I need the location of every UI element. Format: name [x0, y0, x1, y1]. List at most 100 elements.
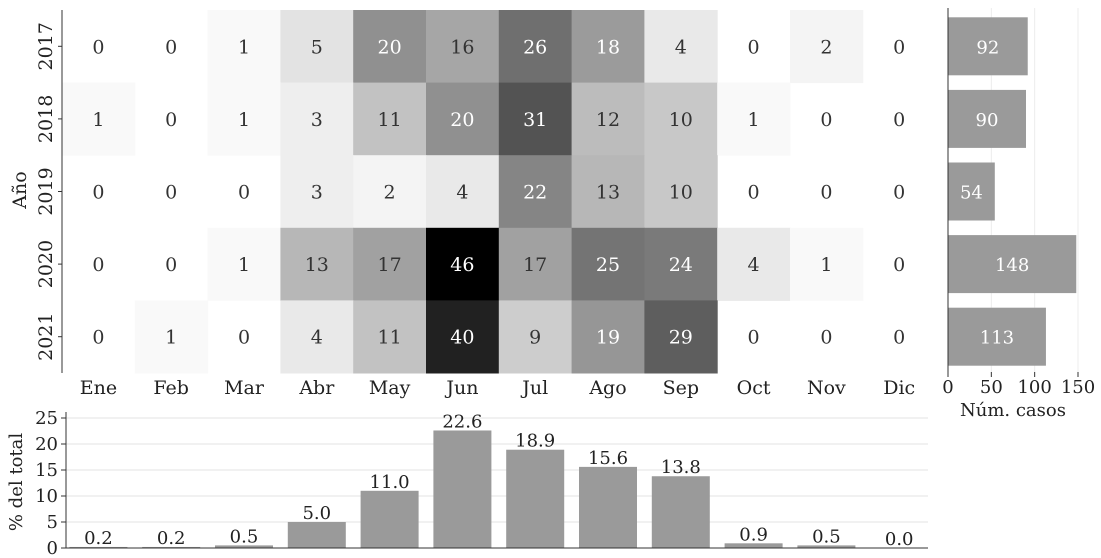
monthly-share-bar [433, 430, 492, 548]
heatmap-cell-label: 3 [311, 182, 323, 204]
heatmap-x-tick-label: Ene [80, 377, 117, 399]
monthly-share-bar-label: 0.2 [84, 528, 113, 549]
heatmap-cell-label: 0 [165, 109, 177, 131]
heatmap-cell-label: 11 [378, 109, 402, 131]
heatmap-cell-label: 3 [311, 109, 323, 131]
heatmap-x-tick-label: Feb [153, 377, 189, 399]
heatmap-cell [717, 227, 791, 301]
heatmap-y-tick-label: 2018 [35, 95, 57, 143]
heatmap-cell-label: 17 [523, 254, 547, 276]
heatmap-cell [571, 300, 645, 374]
heatmap-cell-label: 0 [165, 36, 177, 58]
heatmap-cell [353, 82, 427, 156]
heatmap-cell-label: 10 [669, 182, 693, 204]
monthly-share-bar [797, 545, 856, 548]
bottom-y-tick-label: 5 [47, 512, 58, 533]
heatmap-cell-label: 19 [596, 327, 620, 349]
heatmap-cell [353, 300, 427, 374]
right-x-tick-label: 100 [1017, 377, 1051, 398]
heatmap-x-tick-label: Oct [737, 377, 771, 399]
heatmap-cell-label: 20 [378, 36, 402, 58]
heatmap-cell [498, 227, 573, 301]
bottom-y-tick-label: 15 [35, 460, 58, 481]
heatmap-y-tick-label: 2019 [35, 167, 57, 215]
heatmap-cell [644, 300, 718, 374]
heatmap-cell-label: 5 [311, 36, 323, 58]
heatmap-cell-label: 0 [748, 327, 760, 349]
bottom-y-tick-label: 0 [47, 538, 58, 558]
right-x-tick-label: 0 [942, 377, 953, 398]
heatmap-cell-label: 0 [893, 36, 905, 58]
heatmap-cell-label: 18 [596, 36, 620, 58]
yearly-total-bar [948, 89, 1026, 148]
heatmap-x-tick-label: Jul [520, 377, 548, 399]
heatmap-cell [280, 82, 354, 156]
monthly-share-bar-label: 0.2 [157, 528, 186, 549]
heatmap-cell [426, 10, 500, 84]
heatmap-cell-label: 0 [238, 327, 250, 349]
yearly-total-bar-label: 92 [976, 37, 999, 58]
heatmap-cell [790, 10, 864, 84]
yearly-total-bar-label: 54 [960, 183, 983, 204]
monthly-share-panel: 0 5 10 15 20 25 0.2 0.2 0.5 5.0 11.0 22.6 18.9 15.6 13… [6, 408, 928, 558]
heatmap-cell [353, 155, 427, 229]
heatmap-cell [353, 227, 427, 301]
heatmap-cell [207, 227, 281, 301]
heatmap-cell [790, 227, 864, 301]
heatmap-cell [280, 300, 354, 374]
heatmap-cell [571, 227, 645, 301]
heatmap-cell-label: 25 [596, 254, 620, 276]
yearly-total-bar-label: 90 [976, 110, 999, 131]
bottom-y-tick-label: 10 [35, 486, 58, 507]
monthly-share-bar [215, 545, 273, 548]
heatmap-y-tick-label: 2021 [35, 313, 57, 361]
heatmap-cell [644, 155, 718, 229]
bottom-y-tick-label: 25 [35, 408, 58, 429]
heatmap-cell [280, 10, 354, 84]
heatmap-cell [717, 82, 791, 156]
yearly-total-bar [948, 307, 1046, 366]
heatmap-cell [62, 82, 136, 156]
monthly-share-bar-label: 11.0 [370, 472, 410, 493]
heatmap-cell-label: 0 [92, 327, 104, 349]
heatmap-x-tick-label: Dic [883, 377, 915, 399]
heatmap-cell [426, 155, 500, 229]
monthly-share-bar [651, 476, 710, 548]
heatmap-cell-label: 11 [378, 327, 402, 349]
monthly-share-bar-label: 0.0 [885, 529, 914, 550]
heatmap-cell-label: 12 [596, 109, 620, 131]
heatmap-cell-label: 26 [523, 36, 547, 58]
heatmap-cell [134, 300, 209, 374]
right-x-tick-label: 150 [1061, 377, 1095, 398]
heatmap-cell-label: 0 [893, 254, 905, 276]
heatmap-cell-label: 4 [748, 254, 760, 276]
heatmap-cell [498, 82, 573, 156]
heatmap-x-tick-label: Mar [224, 377, 265, 399]
heatmap-cell-label: 0 [748, 36, 760, 58]
heatmap-cell-label: 13 [305, 254, 329, 276]
monthly-share-bar-label: 0.5 [812, 526, 841, 547]
heatmap-cell [353, 10, 427, 84]
heatmap-cell-label: 0 [820, 327, 832, 349]
heatmap-cell [207, 10, 281, 84]
monthly-share-bar-label: 5.0 [302, 503, 331, 524]
heatmap-cell-label: 0 [820, 109, 832, 131]
heatmap-cell [498, 155, 573, 229]
heatmap-cell-label: 4 [456, 182, 468, 204]
heatmap-cell-label: 2 [384, 182, 396, 204]
monthly-share-bar [142, 546, 201, 548]
monthly-share-bar [506, 449, 565, 548]
monthly-share-bar-label: 18.9 [515, 431, 555, 452]
heatmap-x-tick-label: Nov [807, 377, 846, 399]
heatmap-cell [426, 82, 500, 156]
heatmap-x-tick-label: Abr [298, 377, 335, 399]
heatmap-cell-label: 4 [311, 327, 323, 349]
heatmap-cell-label: 0 [165, 182, 177, 204]
heatmap-cell-label: 24 [669, 254, 693, 276]
heatmap-cell-label: 0 [893, 327, 905, 349]
heatmap-x-tick-label: May [369, 377, 411, 399]
heatmap-cell-label: 1 [92, 109, 104, 131]
monthly-share-bar [69, 546, 128, 548]
heatmap-cell [644, 82, 718, 156]
